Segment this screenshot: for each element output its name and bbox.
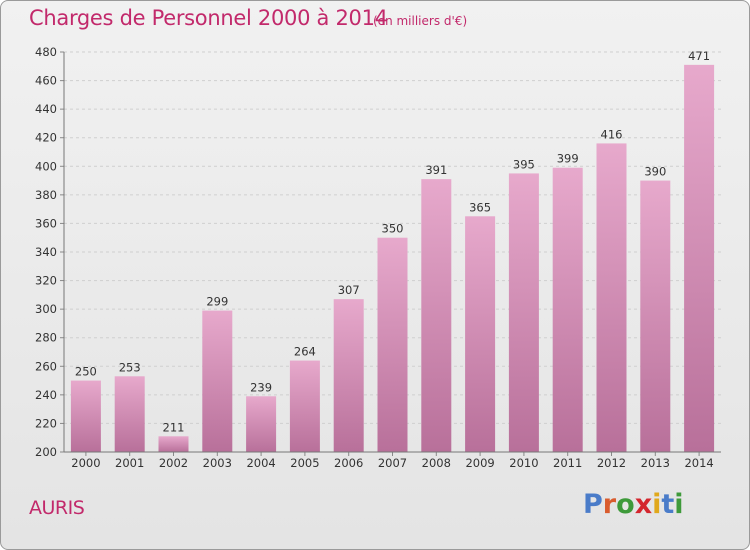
x-tick-label: 2008 [422,456,451,470]
logo-letter: x [634,489,653,520]
x-tick-label: 2002 [159,456,188,470]
bar-2010 [508,173,539,452]
y-tick-label: 320 [35,274,57,288]
chart-unit-label: (en milliers d'€) [373,14,468,28]
bar-2002 [158,436,189,452]
x-tick-label: 2006 [334,456,363,470]
data-label: 239 [250,380,272,394]
y-tick-label: 420 [35,131,57,145]
y-tick-label: 380 [35,188,57,202]
data-label: 399 [557,152,579,166]
x-tick-label: 2003 [203,456,232,470]
data-label: 250 [75,365,97,379]
axes: 200 220 240 260 280 300 320 340 360 380 400 420 440 4… [35,45,721,470]
bar-2003 [202,310,233,452]
data-label: 211 [163,420,185,434]
bar-2004 [246,396,277,452]
logo-letter: i [652,489,662,520]
data-label: 416 [601,127,623,141]
chart-title: Charges de Personnel 2000 à 2014 [29,6,388,30]
x-tick-label: 2009 [465,456,494,470]
bar-2011 [552,167,583,452]
logo-letter: r [602,489,617,520]
data-label: 299 [206,295,228,309]
bar-2006 [333,299,364,452]
bar-2008 [421,179,452,452]
y-tick-label: 360 [35,216,57,230]
y-tick-label: 480 [35,45,57,59]
x-tick-label: 2005 [290,456,319,470]
data-label: 390 [644,165,666,179]
y-tick-label: 400 [35,159,57,173]
place-name: AURIS [29,497,85,519]
bar-2007 [377,237,408,452]
x-tick-label: 2000 [71,456,100,470]
bars: 250 253 211 299 239 264 307 350 391 365 395 399 416 3… [70,49,715,453]
y-tick-label: 300 [35,302,57,316]
y-tick-label: 220 [35,416,57,430]
data-label: 395 [513,157,535,171]
x-tick-label: 2012 [597,456,626,470]
x-tick-label: 2011 [553,456,582,470]
bar-2012 [596,143,627,452]
proxiti-logo[interactable]: Proxiti [583,489,684,520]
x-tick-label: 2010 [509,456,538,470]
y-tick-label: 460 [35,74,57,88]
x-tick-label: 2014 [684,456,713,470]
x-tick-label: 2013 [641,456,670,470]
x-tick-label: 2007 [378,456,407,470]
data-label: 471 [688,49,710,63]
data-label: 307 [338,283,360,297]
bar-2013 [640,180,671,453]
data-label: 253 [119,360,141,374]
logo-letter: o [616,489,635,520]
y-tick-label: 440 [35,102,57,116]
bar-2001 [114,376,145,452]
y-tick-label: 240 [35,388,57,402]
x-tick-label: 2001 [115,456,144,470]
bar-2009 [465,216,496,452]
y-tick-label: 260 [35,359,57,373]
data-label: 391 [425,163,447,177]
bar-2014 [684,64,715,452]
logo-letter: t [661,489,675,520]
x-tick-label: 2004 [246,456,275,470]
y-tick-label: 280 [35,331,57,345]
data-label: 264 [294,345,316,359]
y-tick-label: 200 [35,445,57,459]
data-label: 365 [469,200,491,214]
logo-letter: P [583,489,603,520]
bar-2000 [70,380,101,452]
logo-letter: i [674,489,684,520]
data-label: 350 [382,222,404,236]
y-tick-label: 340 [35,245,57,259]
bar-2005 [289,360,320,452]
